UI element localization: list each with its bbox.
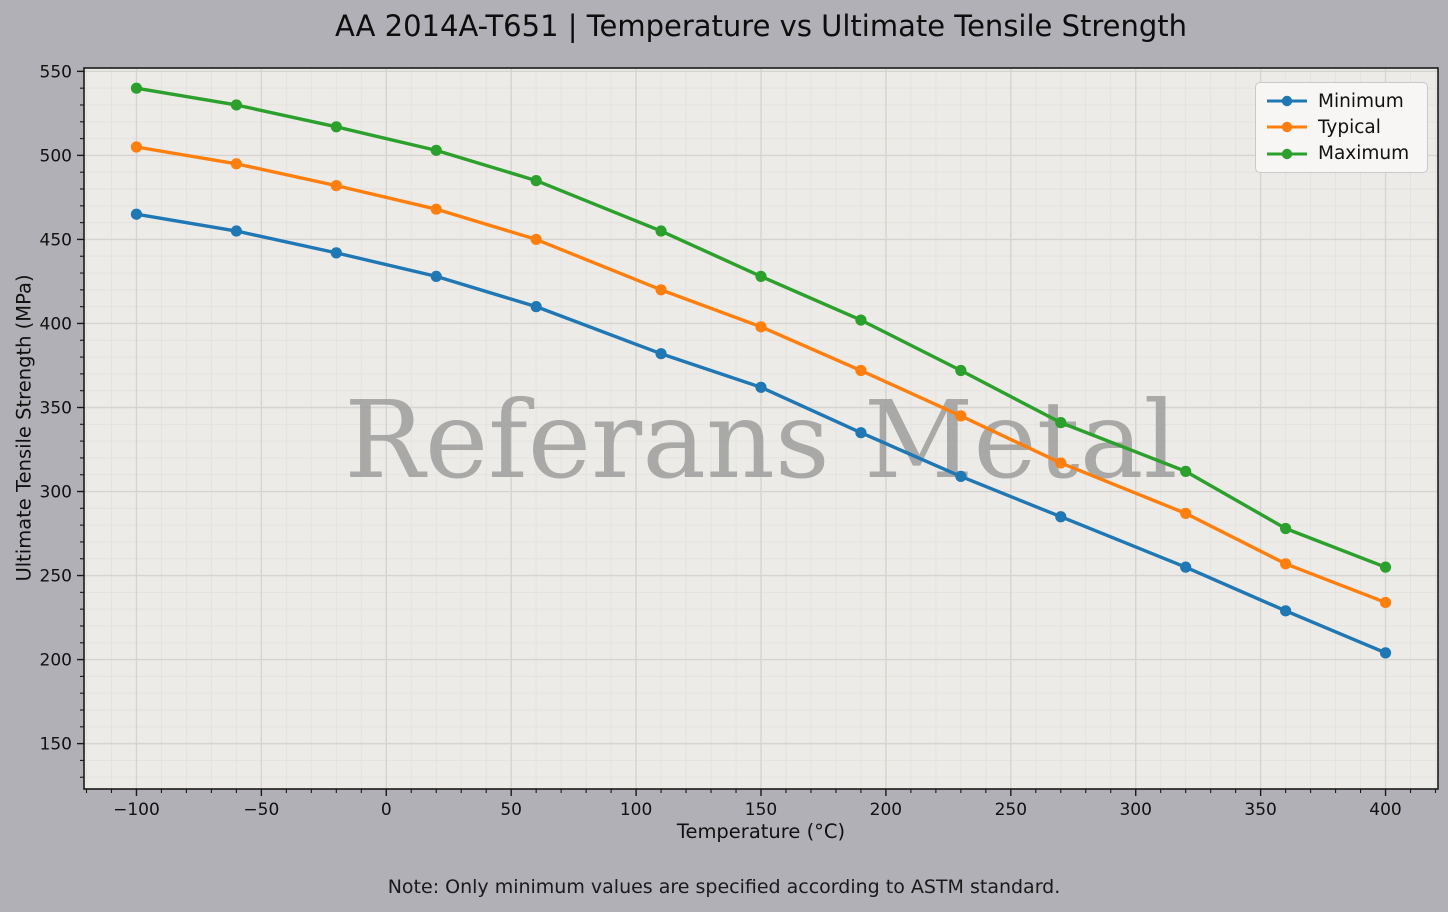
data-point	[955, 364, 967, 377]
data-point	[755, 321, 767, 333]
legend-entry-typical: Typical	[1265, 117, 1418, 138]
x-tick-label: 0	[381, 800, 392, 820]
y-tick-label: 550	[40, 62, 72, 82]
data-point	[755, 270, 767, 283]
data-point	[330, 247, 342, 259]
legend-label: Typical	[1318, 116, 1381, 138]
data-point	[655, 348, 667, 360]
y-tick-label: 350	[40, 398, 72, 418]
data-point	[130, 208, 143, 220]
data-point	[1180, 465, 1192, 477]
axes: −100 −50 0 50 100 150 200 250 300 350 400 150 200 250…	[40, 62, 1439, 820]
legend-line-marker-icon	[1267, 148, 1307, 160]
data-point	[230, 225, 242, 237]
data-point	[1280, 522, 1292, 535]
x-tick-label: 200	[870, 800, 902, 820]
data-point	[855, 364, 867, 377]
series-maximum	[130, 82, 1392, 573]
y-tick-label: 500	[40, 146, 72, 166]
data-point	[755, 381, 767, 393]
data-point	[530, 175, 542, 187]
legend-entry-maximum: Maximum	[1265, 143, 1418, 164]
y-tick-label: 450	[40, 230, 72, 250]
data-point	[855, 427, 867, 439]
x-tick-label: −50	[243, 800, 279, 820]
y-tick-label: 150	[40, 735, 72, 755]
series-typical	[130, 141, 1392, 609]
legend-entry-minimum: Minimum	[1265, 91, 1418, 112]
series-minimum	[130, 208, 1392, 659]
data-point	[530, 233, 542, 246]
data-point	[1055, 457, 1067, 469]
y-tick-label: 400	[40, 314, 72, 334]
x-tick-label: 50	[500, 800, 522, 820]
data-point	[430, 203, 442, 215]
x-tick-label: 400	[1369, 800, 1401, 820]
chart-title: AA 2014A-T651 | Temperature vs Ultimate …	[334, 9, 1188, 43]
data-point	[1055, 511, 1067, 523]
data-point	[330, 121, 342, 133]
y-tick-label: 300	[40, 483, 72, 503]
data-point	[330, 180, 342, 192]
data-point	[230, 158, 242, 170]
data-point	[130, 141, 143, 153]
legend-line-marker-icon	[1267, 95, 1307, 107]
x-tick-label: −100	[113, 800, 160, 820]
x-tick-label: 150	[745, 800, 777, 820]
data-point	[1055, 417, 1067, 429]
x-axis-label: Temperature (°C)	[676, 820, 846, 843]
x-tick-label: 100	[620, 800, 652, 820]
x-tick-label: 300	[1119, 800, 1151, 820]
data-point	[655, 225, 667, 237]
data-point	[230, 99, 242, 111]
legend-label: Maximum	[1318, 143, 1410, 165]
data-point	[430, 144, 442, 156]
data-point	[1379, 596, 1392, 609]
data-point	[855, 314, 867, 326]
x-tick-label: 250	[995, 800, 1027, 820]
data-point	[1180, 561, 1192, 573]
data-point	[655, 284, 667, 296]
data-point	[955, 470, 967, 482]
data-point	[430, 270, 442, 283]
data-point	[1280, 558, 1292, 570]
footnote: Note: Only minimum values are specified …	[387, 876, 1061, 898]
data-point	[1379, 561, 1392, 573]
y-tick-label: 200	[40, 651, 72, 671]
watermark-text: Referans Metal	[344, 379, 1177, 503]
legend: Minimum Typical Maximum	[1255, 82, 1428, 173]
data-point	[955, 410, 967, 422]
data-point	[530, 301, 542, 313]
legend-line-marker-icon	[1267, 122, 1307, 133]
x-tick-label: 350	[1244, 800, 1276, 820]
y-tick-label: 250	[40, 567, 72, 587]
legend-label: Minimum	[1318, 90, 1404, 112]
data-point	[1280, 605, 1292, 617]
y-axis-label: Ultimate Tensile Strength (MPa)	[12, 274, 36, 582]
data-point	[1180, 507, 1192, 519]
data-point	[1379, 647, 1392, 659]
data-point	[130, 82, 143, 94]
data-series	[130, 82, 1392, 659]
